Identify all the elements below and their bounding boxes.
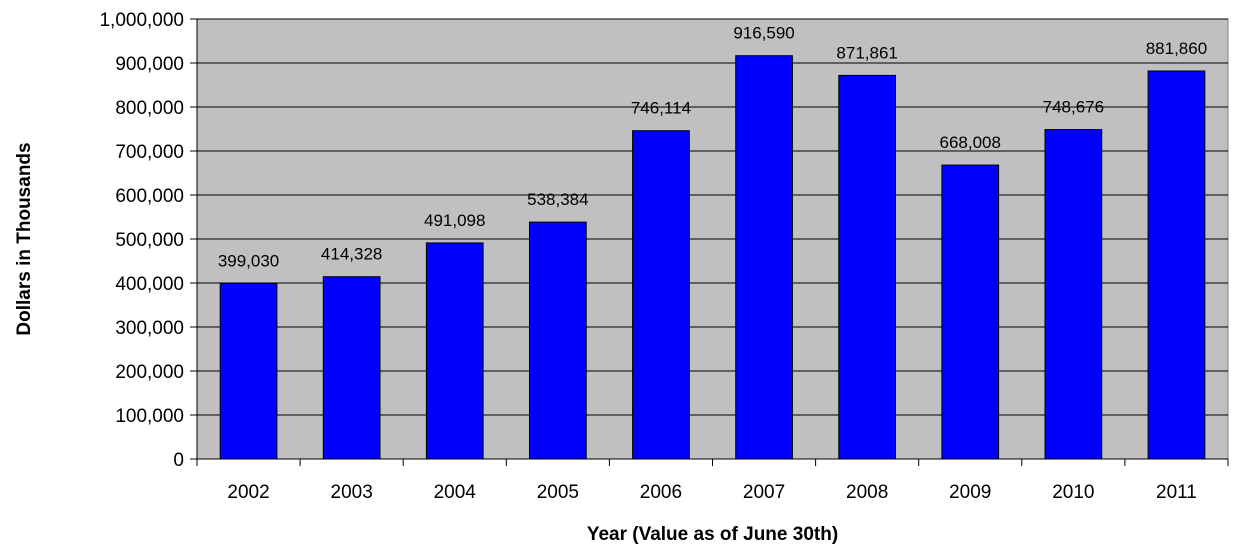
y-tick-label: 400,000 [115,274,184,295]
y-tick-label: 1,000,000 [99,10,184,31]
y-tick-label: 900,000 [115,54,184,75]
x-tick-label: 2006 [640,482,682,503]
x-tick-label: 2010 [1052,482,1094,503]
x-tick-label: 2005 [537,482,579,503]
y-tick-label: 200,000 [115,362,184,383]
x-axis-title: Year (Value as of June 30th) [587,524,838,545]
bar [528,221,587,460]
data-label: 491,098 [424,211,485,230]
data-label: 538,384 [527,190,588,209]
bar [1147,70,1206,460]
data-label: 399,030 [218,251,279,270]
bar [735,55,793,460]
y-tick-label: 600,000 [115,186,184,207]
data-label: 746,114 [631,99,691,118]
data-labels: 399,030 414,328 491,098 538,384 746,114 916,5… [218,24,1207,271]
bar [941,164,1000,460]
y-tick-label: 0 [173,450,184,471]
x-tick-label: 2004 [434,482,477,503]
y-tick-label: 500,000 [115,230,184,251]
x-tick-label: 2007 [743,482,785,503]
y-tick-label: 700,000 [115,142,184,163]
data-label: 668,008 [940,133,1001,152]
data-label: 916,590 [733,24,794,43]
x-axis: 2002 2003 2004 2005 2006 2007 2008 2009 2010 2011 [196,458,1229,503]
data-label: 748,676 [1043,98,1104,117]
x-tick-label: 2011 [1156,482,1197,503]
y-tick-label: 100,000 [115,406,184,427]
x-tick-label: 2009 [949,482,991,503]
y-axis-title: Dollars in Thousands [14,142,35,335]
bar [632,130,690,460]
data-label: 414,328 [321,245,382,264]
x-tick-label: 2008 [846,482,888,503]
data-label: 881,860 [1146,39,1207,58]
bar [838,74,897,460]
bar [219,282,278,460]
bar [425,242,484,460]
data-label: 871,861 [836,43,897,62]
bar [322,276,381,460]
bar [1044,129,1103,460]
x-tick-label: 2003 [331,482,373,503]
y-axis: 0 100,000 200,000 300,000 400,000 500,000 600,… [99,10,198,471]
x-tick-label: 2002 [227,482,269,503]
y-tick-label: 300,000 [115,318,184,339]
y-tick-label: 800,000 [115,98,184,119]
